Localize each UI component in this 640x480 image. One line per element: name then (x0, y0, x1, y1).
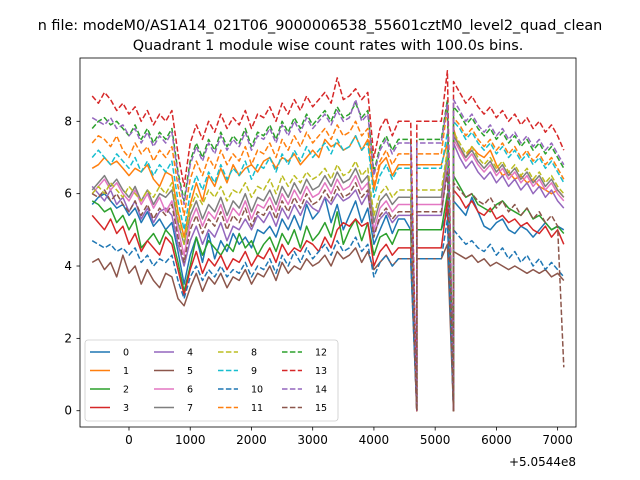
figure-suptitle: n file: modeM0/AS1A14_021T06_9000006538_… (38, 18, 603, 34)
y-tick-label: 6 (64, 187, 72, 201)
x-tick-label: 5000 (420, 433, 451, 447)
x-tick-label: 3000 (297, 433, 328, 447)
series-line-3 (91, 189, 565, 412)
y-tick-label: 4 (64, 259, 72, 273)
legend-label-2: 2 (123, 385, 129, 396)
x-axis-offset-label: +5.0544e8 (509, 455, 576, 469)
series-layer (91, 69, 565, 412)
series-line-13 (91, 69, 565, 412)
x-tick-label: 2000 (236, 433, 267, 447)
x-tick-label: 7000 (542, 433, 573, 447)
y-axis: 0 2 4 6 8 (64, 114, 80, 418)
legend-label-5: 5 (187, 366, 193, 377)
series-line-8 (91, 131, 565, 412)
series-line-7 (91, 135, 565, 412)
legend-label-9: 9 (251, 366, 257, 377)
legend-label-12: 12 (315, 348, 327, 359)
legend-label-13: 13 (315, 366, 327, 377)
legend-label-15: 15 (315, 403, 327, 414)
legend-label-3: 3 (123, 403, 129, 414)
y-tick-label: 8 (64, 114, 72, 128)
x-tick-label: 4000 (359, 433, 390, 447)
legend-label-10: 10 (251, 385, 263, 396)
x-tick-label: 0 (125, 433, 133, 447)
series-line-9 (91, 120, 565, 412)
legend-label-0: 0 (123, 348, 129, 359)
series-line-15 (91, 171, 565, 412)
legend-label-6: 6 (187, 385, 193, 396)
y-tick-label: 0 (64, 404, 72, 418)
legend-label-11: 11 (251, 403, 263, 414)
series-line-6 (91, 138, 565, 412)
series-line-10 (91, 218, 565, 412)
legend-label-8: 8 (251, 348, 257, 359)
x-axis: 0 1000 2000 3000 4000 5000 6000 7000 (125, 427, 573, 447)
legend-label-14: 14 (315, 385, 327, 396)
series-line-11 (91, 106, 565, 412)
chart-title: Quadrant 1 module wise count rates with … (133, 38, 524, 54)
series-line-4 (91, 142, 565, 412)
series-line-0 (91, 192, 565, 412)
x-tick-label: 1000 (175, 433, 206, 447)
legend-label-4: 4 (187, 348, 193, 359)
y-tick-label: 2 (64, 331, 72, 345)
series-line-5 (91, 243, 565, 412)
x-tick-label: 6000 (481, 433, 512, 447)
plot-frame (79, 57, 577, 428)
series-line-14 (91, 98, 565, 412)
legend-label-7: 7 (187, 403, 193, 414)
series-line-2 (91, 174, 565, 412)
legend-box (84, 339, 339, 422)
legend-label-1: 1 (123, 366, 129, 377)
